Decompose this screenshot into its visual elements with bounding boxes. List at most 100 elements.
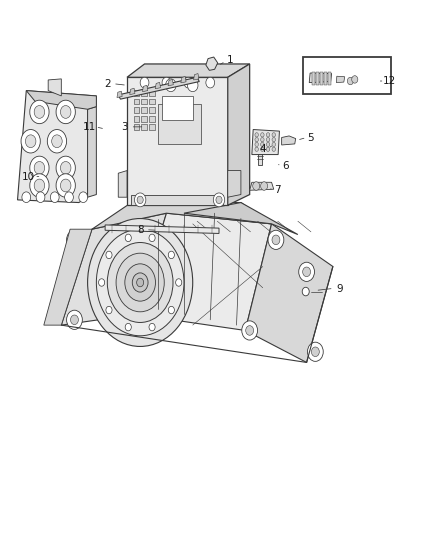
Polygon shape	[258, 152, 262, 165]
Bar	[149, 107, 155, 113]
Text: 6: 6	[282, 161, 289, 171]
Polygon shape	[136, 213, 272, 330]
Circle shape	[137, 278, 144, 287]
Circle shape	[67, 310, 82, 329]
Circle shape	[261, 138, 264, 142]
Polygon shape	[48, 79, 61, 96]
Circle shape	[52, 135, 62, 148]
Circle shape	[261, 182, 268, 190]
Circle shape	[216, 196, 222, 204]
Circle shape	[303, 267, 311, 277]
Bar	[134, 116, 139, 122]
Circle shape	[187, 79, 198, 92]
Polygon shape	[105, 225, 219, 233]
Bar	[149, 90, 155, 96]
Circle shape	[134, 193, 146, 207]
Text: 5: 5	[307, 133, 314, 142]
Polygon shape	[194, 74, 199, 80]
Bar	[320, 72, 323, 85]
Circle shape	[272, 142, 276, 147]
Polygon shape	[26, 91, 96, 109]
Bar	[303, 57, 391, 94]
Bar	[328, 72, 331, 85]
Circle shape	[149, 234, 155, 241]
Bar	[149, 99, 155, 104]
Text: 3: 3	[121, 122, 128, 132]
Circle shape	[22, 192, 31, 203]
Circle shape	[176, 279, 182, 286]
Circle shape	[307, 342, 323, 361]
Circle shape	[71, 235, 78, 245]
Circle shape	[125, 234, 131, 241]
Polygon shape	[155, 83, 160, 89]
Circle shape	[30, 156, 49, 180]
Circle shape	[50, 192, 59, 203]
Polygon shape	[92, 203, 272, 229]
Circle shape	[65, 192, 73, 203]
Polygon shape	[168, 79, 173, 86]
Text: 12: 12	[383, 76, 396, 86]
Polygon shape	[250, 182, 274, 190]
Circle shape	[30, 100, 49, 124]
Circle shape	[299, 262, 314, 281]
Circle shape	[168, 306, 174, 314]
Bar	[158, 104, 201, 144]
Polygon shape	[118, 171, 127, 197]
Bar	[141, 124, 147, 130]
Circle shape	[184, 77, 193, 88]
Circle shape	[255, 147, 258, 151]
Circle shape	[107, 243, 173, 322]
Circle shape	[34, 179, 45, 192]
Text: 8: 8	[137, 225, 144, 235]
Bar	[134, 124, 139, 130]
Circle shape	[242, 321, 258, 340]
Circle shape	[272, 133, 276, 137]
Polygon shape	[245, 224, 333, 362]
Bar	[141, 116, 147, 122]
Polygon shape	[61, 213, 166, 325]
Bar	[134, 90, 139, 96]
Circle shape	[125, 324, 131, 331]
Circle shape	[272, 147, 276, 151]
Circle shape	[246, 326, 254, 335]
Polygon shape	[127, 77, 228, 205]
Circle shape	[261, 133, 264, 137]
Circle shape	[255, 133, 258, 137]
Polygon shape	[117, 91, 122, 98]
Circle shape	[268, 230, 284, 249]
Circle shape	[34, 106, 45, 118]
Circle shape	[36, 192, 45, 203]
Circle shape	[137, 196, 143, 204]
Bar	[149, 124, 155, 130]
Polygon shape	[118, 77, 199, 99]
Circle shape	[71, 315, 78, 325]
Circle shape	[206, 77, 215, 88]
Circle shape	[25, 135, 36, 148]
Circle shape	[149, 324, 155, 331]
Circle shape	[140, 77, 149, 88]
Circle shape	[266, 133, 270, 137]
Circle shape	[56, 100, 75, 124]
Bar	[141, 99, 147, 104]
Bar	[149, 116, 155, 122]
Text: 10: 10	[22, 172, 35, 182]
Text: 9: 9	[336, 284, 343, 294]
Circle shape	[266, 138, 270, 142]
Polygon shape	[252, 130, 279, 155]
Circle shape	[261, 147, 264, 151]
Polygon shape	[184, 203, 298, 235]
Text: 11: 11	[83, 122, 96, 132]
Bar	[134, 107, 139, 113]
Circle shape	[60, 106, 71, 118]
Bar	[316, 72, 319, 85]
Bar	[134, 99, 139, 104]
Circle shape	[255, 138, 258, 142]
Circle shape	[96, 229, 184, 336]
Bar	[141, 90, 147, 96]
Circle shape	[34, 161, 45, 174]
Polygon shape	[142, 85, 148, 92]
Polygon shape	[130, 88, 135, 95]
Polygon shape	[18, 91, 96, 203]
Circle shape	[253, 182, 260, 190]
Text: 7: 7	[274, 185, 281, 195]
